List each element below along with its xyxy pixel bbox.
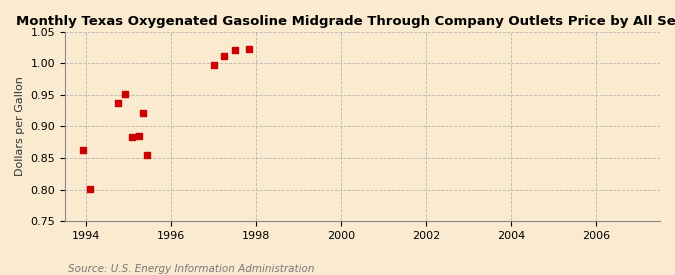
Point <box>120 92 131 97</box>
Point <box>134 134 145 138</box>
Title: Monthly Texas Oxygenated Gasoline Midgrade Through Company Outlets Price by All : Monthly Texas Oxygenated Gasoline Midgra… <box>16 15 675 28</box>
Point <box>219 54 230 58</box>
Text: Source: U.S. Energy Information Administration: Source: U.S. Energy Information Administ… <box>68 264 314 274</box>
Point <box>138 111 148 116</box>
Y-axis label: Dollars per Gallon: Dollars per Gallon <box>15 76 25 177</box>
Point <box>78 148 88 153</box>
Point <box>141 153 152 158</box>
Point <box>84 187 95 191</box>
Point <box>113 100 124 105</box>
Point <box>209 63 219 68</box>
Point <box>230 48 240 53</box>
Point <box>244 47 254 51</box>
Point <box>127 134 138 139</box>
